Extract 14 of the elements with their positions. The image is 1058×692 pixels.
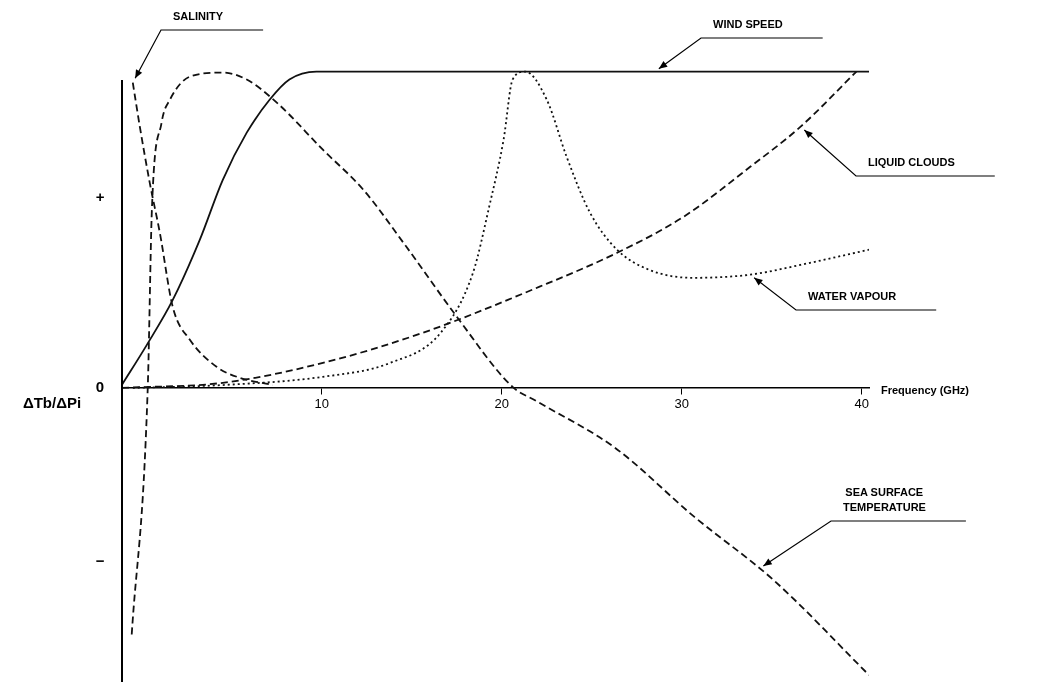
text: SEA SURFACE TEMPERATURE — [843, 486, 926, 513]
x-tick-label: 20 — [494, 396, 510, 412]
y-axis-title: ΔTb/ΔPi — [22, 394, 82, 412]
text: − — [95, 551, 105, 569]
x-axis-title: Frequency (GHz) — [881, 383, 970, 396]
x-tick-label: 10 — [314, 396, 330, 412]
text: SALINITY — [173, 10, 224, 22]
text: 0 — [95, 378, 105, 396]
text: WIND SPEED — [713, 18, 783, 30]
x-tick-label: 30 — [674, 396, 690, 412]
text: + — [95, 188, 105, 206]
text: WATER VAPOUR — [808, 290, 897, 302]
x-tick-label: 40 — [854, 396, 870, 412]
text: LIQUID CLOUDS — [868, 156, 955, 168]
